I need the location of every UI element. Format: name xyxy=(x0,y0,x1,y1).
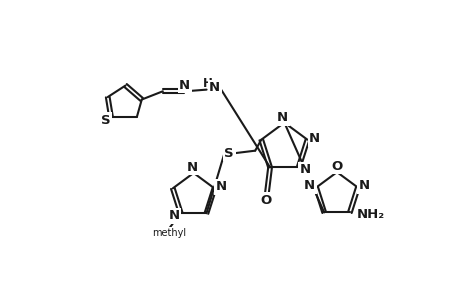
Text: H: H xyxy=(203,77,213,90)
Text: N: N xyxy=(303,179,314,192)
Text: O: O xyxy=(260,194,271,207)
Text: NH₂: NH₂ xyxy=(356,208,384,220)
Text: N: N xyxy=(277,111,288,124)
Text: S: S xyxy=(224,147,234,160)
Text: methyl: methyl xyxy=(152,228,186,238)
Text: N: N xyxy=(308,132,319,146)
Text: N: N xyxy=(209,82,220,94)
Text: N: N xyxy=(299,164,310,176)
Text: N: N xyxy=(168,209,179,222)
Text: N: N xyxy=(215,180,226,193)
Text: O: O xyxy=(330,160,342,173)
Text: S: S xyxy=(101,114,111,127)
Text: N: N xyxy=(358,179,369,192)
Text: N: N xyxy=(187,161,198,174)
Text: N: N xyxy=(179,79,190,92)
